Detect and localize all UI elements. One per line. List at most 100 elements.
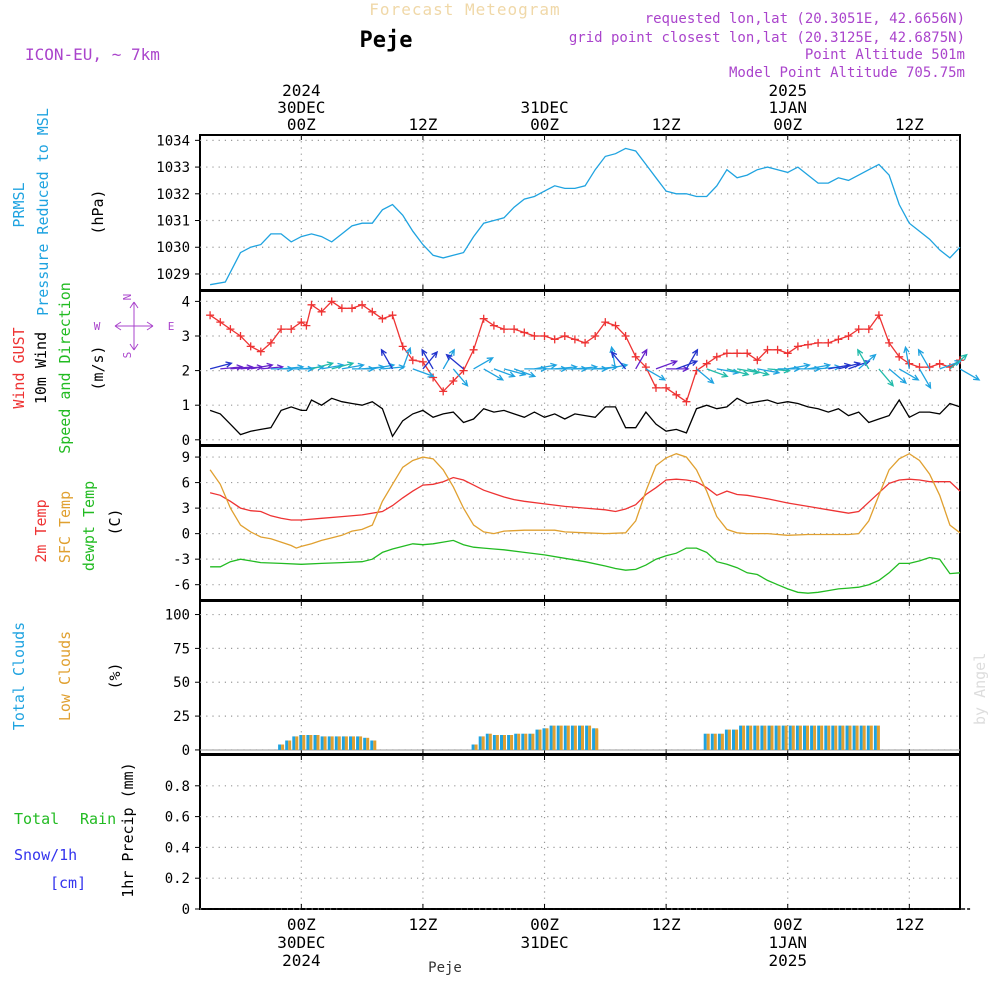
top-time-label: 12Z	[408, 115, 437, 134]
wind-direction-arrow	[959, 368, 981, 381]
y-tick-label: 3	[182, 329, 190, 345]
total-cloud-bar	[563, 725, 567, 750]
total-cloud-bar	[500, 735, 503, 750]
wind-direction-arrow	[230, 364, 254, 371]
gust-marker	[935, 359, 944, 368]
compass-n: N	[121, 294, 134, 301]
wind-direction-arrow	[382, 364, 406, 371]
low-cloud-bar	[566, 725, 570, 750]
low-cloud-bar	[323, 736, 327, 750]
gust-marker	[307, 300, 316, 309]
gust-marker	[581, 338, 590, 347]
total-cloud-bar	[278, 744, 282, 750]
gust-marker	[844, 332, 853, 340]
precip-unit-label: 1hr Precip (mm)	[119, 762, 137, 897]
wind-direction-arrow	[857, 348, 870, 370]
total-cloud-bar	[327, 736, 331, 750]
y-tick-label: 1029	[156, 267, 190, 283]
bottom-time-label: 1JAN	[768, 933, 807, 952]
low-cloud-bar	[735, 729, 738, 750]
low-cloud-bar	[588, 725, 592, 750]
wind-direction-arrow	[858, 353, 877, 370]
low-cloud-bar	[749, 725, 753, 750]
y-tick-label: 1033	[156, 160, 190, 176]
total-cloud-bar	[341, 736, 345, 750]
2m-temp-line	[209, 476, 961, 521]
bottom-time-label: 12Z	[408, 915, 437, 934]
wind-direction-arrow	[736, 368, 761, 375]
low-cloud-bar	[706, 733, 710, 750]
gust-marker	[763, 345, 772, 354]
gust-marker	[662, 383, 671, 392]
temp-dewpt-label: dewpt Temp	[80, 481, 98, 571]
gust-marker	[834, 335, 843, 344]
total-cloud-bar	[781, 725, 785, 750]
total-cloud-bar	[306, 735, 310, 750]
y-tick-label: 0.4	[165, 840, 190, 856]
gust-marker	[317, 307, 326, 316]
low-cloud-bar	[791, 725, 795, 750]
wind-direction-arrow	[706, 368, 729, 378]
low-cloud-bar	[337, 736, 341, 750]
low-cloud-bar	[581, 725, 584, 750]
y-tick-label: 1032	[156, 187, 190, 203]
gust-marker	[783, 349, 792, 358]
wind-direction-arrow	[655, 360, 679, 370]
bottom-time-label: 31DEC	[520, 933, 568, 952]
gust-marker	[773, 345, 782, 354]
model-label: ICON-EU, ~ 7km	[25, 45, 160, 64]
gust-marker	[895, 352, 904, 361]
low-cloud-bar	[474, 744, 478, 750]
gust-marker	[591, 332, 600, 340]
total-cloud-bar	[542, 728, 546, 750]
low-cloud-bar	[366, 737, 370, 750]
wind-direction-arrow	[787, 362, 811, 370]
requested-coords: requested lon,lat (20.3051E, 42.6656N)	[645, 11, 965, 27]
gust-marker	[398, 342, 407, 351]
precip-panel: 0 0.2 0.4 0.6 0.8	[165, 754, 971, 918]
gust-marker	[652, 383, 660, 392]
low-cloud-bar	[359, 736, 363, 750]
gust-marker	[804, 340, 812, 349]
y-tick-label: -6	[173, 578, 190, 594]
gust-marker	[368, 307, 377, 316]
ms-label: (m/s)	[89, 345, 107, 390]
gust-marker	[702, 359, 711, 368]
low-cloud-bar	[869, 725, 873, 750]
y-tick-label: -3	[173, 552, 190, 568]
low-cloud-bar	[352, 736, 355, 750]
low-cloud-bar	[813, 725, 817, 750]
top-time-label: 12Z	[652, 115, 681, 134]
gust-marker	[874, 311, 883, 320]
total-cloud-bar	[535, 729, 539, 750]
low-cloud-bar	[713, 733, 717, 750]
low-cloud-bar	[855, 725, 859, 750]
total-cloud-bar	[363, 737, 367, 750]
total-cloud-bar	[556, 725, 560, 750]
top-time-label: 2024	[282, 81, 321, 100]
bottom-time-label: 00Z	[530, 915, 559, 934]
gust-marker	[814, 338, 823, 347]
y-tick-label: 0	[182, 902, 190, 918]
total-cloud-bar	[810, 725, 814, 750]
gust-marker	[236, 332, 245, 340]
y-tick-label: 1	[182, 398, 190, 414]
gust-marker	[520, 328, 529, 337]
top-time-label: 31DEC	[520, 98, 568, 117]
gust-marker	[570, 335, 579, 344]
total-cloud-bar	[788, 725, 792, 750]
gust-marker	[540, 332, 549, 340]
total-cloud-bar	[585, 725, 589, 750]
wind-gust-line	[209, 300, 961, 403]
top-time-label: 30DEC	[277, 98, 325, 117]
total-cloud-bar	[570, 725, 574, 750]
y-tick-label: 0	[182, 433, 190, 449]
total-cloud-bar	[710, 733, 714, 750]
total-cloud-bar	[859, 725, 863, 750]
hpa-label: (hPa)	[89, 189, 107, 234]
low-cloud-bar	[841, 725, 845, 750]
wind-direction-arrow	[635, 348, 648, 370]
temp-sfc-label: SFC Temp	[56, 491, 74, 563]
y-tick-label: 0	[182, 743, 190, 759]
temp-unit-label: (C)	[106, 508, 124, 535]
